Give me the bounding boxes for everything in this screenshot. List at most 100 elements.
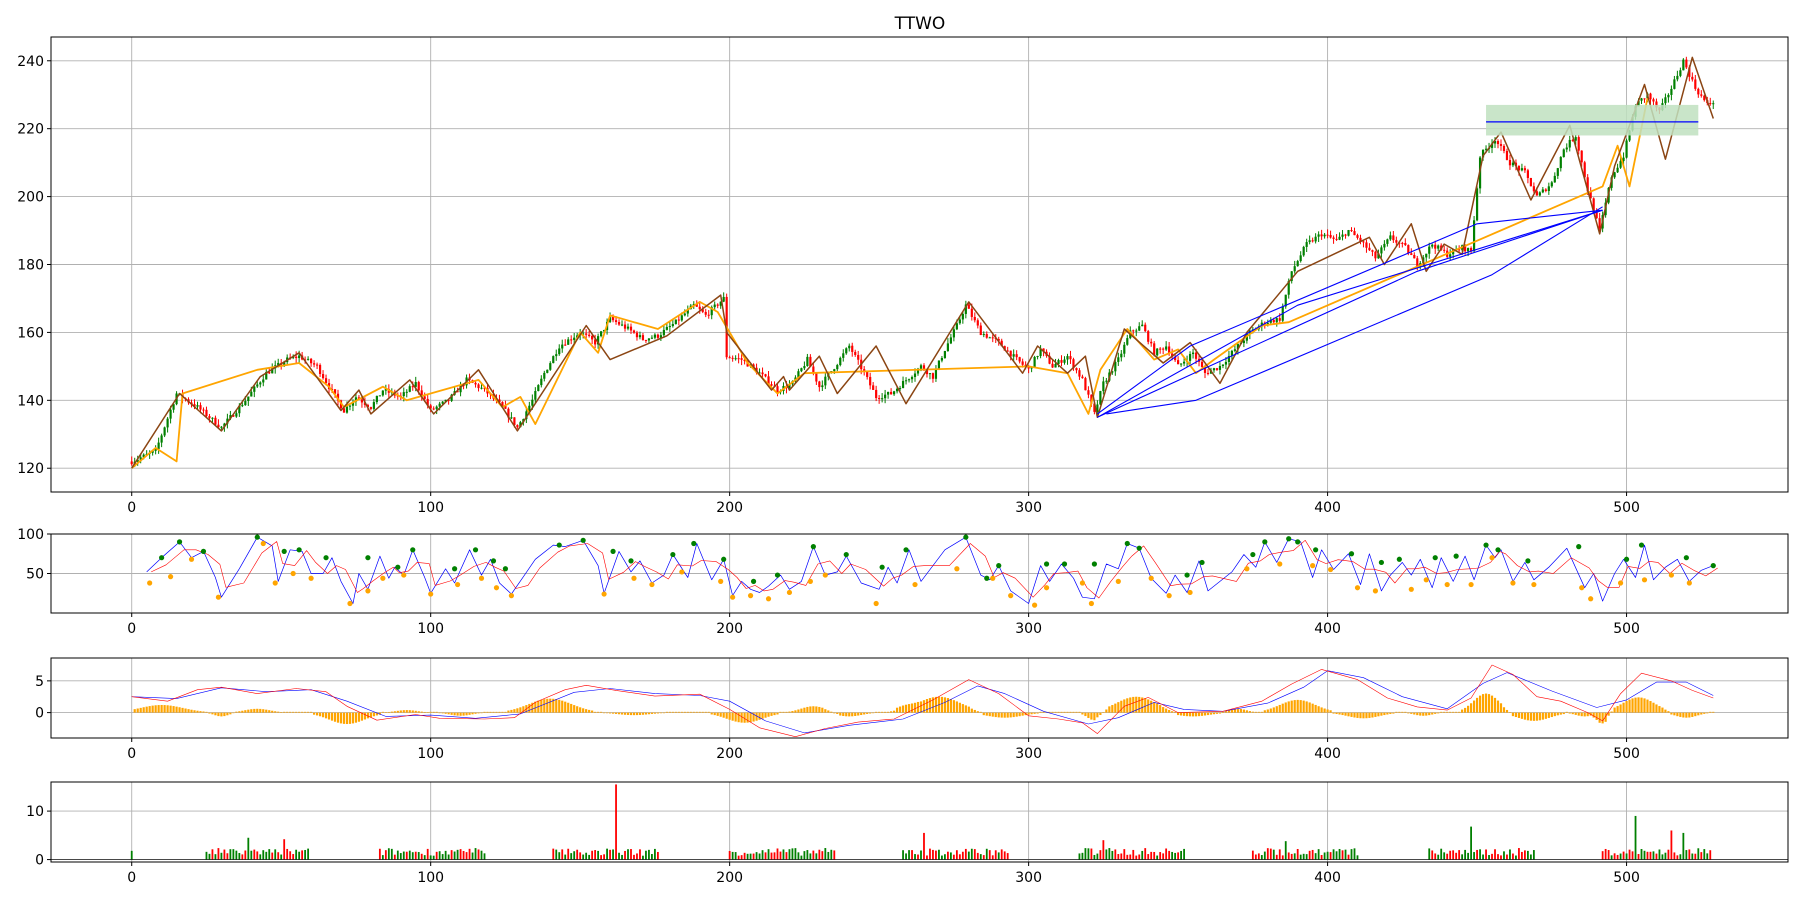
volume-bar: [1497, 854, 1499, 860]
candle-body: [1069, 356, 1072, 360]
candle-body: [1269, 319, 1272, 323]
candle: [1036, 355, 1039, 360]
histogram-bar: [1538, 712, 1541, 721]
histogram-bar: [1212, 712, 1216, 715]
volume-bar: [749, 853, 752, 860]
histogram-bar: [1233, 709, 1237, 713]
volume-bar: [259, 854, 262, 860]
candle-body: [196, 405, 199, 407]
candle-body: [1709, 103, 1712, 105]
histogram-bar: [803, 707, 806, 713]
candle: [1126, 334, 1129, 346]
candle-body: [997, 338, 1000, 341]
candle: [1625, 138, 1628, 159]
volume-bar: [1299, 854, 1302, 860]
candle: [1526, 168, 1529, 184]
trough-marker: [649, 581, 655, 588]
candle-body: [543, 372, 546, 379]
candle-body: [253, 386, 256, 392]
volume-bar: [1006, 853, 1009, 860]
trough-marker: [1327, 566, 1334, 573]
histogram-bar: [1434, 712, 1437, 714]
candle: [842, 349, 845, 362]
histogram-bar: [695, 711, 698, 713]
trough-marker: [954, 566, 960, 572]
candle-body: [507, 408, 510, 418]
candle-body: [1395, 240, 1398, 243]
candle-body: [1218, 366, 1222, 370]
candle-body: [441, 401, 444, 404]
volume-bar: [767, 849, 770, 860]
histogram-bar: [997, 712, 1000, 718]
histogram-bar: [1341, 712, 1344, 716]
candle: [629, 323, 633, 334]
candle: [674, 319, 677, 325]
x-tick-label: 400: [1314, 746, 1341, 762]
trend-channel-line: [1097, 209, 1603, 418]
candle: [1305, 238, 1308, 253]
histogram-bar: [1565, 711, 1568, 713]
histogram-bar: [172, 706, 175, 713]
histogram-bar: [979, 711, 982, 713]
volume-bar: [399, 853, 402, 860]
candle-body: [716, 304, 719, 306]
volume-bar: [636, 853, 638, 860]
candle: [898, 385, 902, 392]
volume-bar: [648, 849, 650, 860]
volume-bar: [1464, 849, 1467, 860]
histogram-bar: [214, 712, 217, 716]
volume-bar: [1162, 853, 1165, 860]
volume-bar: [226, 853, 229, 860]
candle-body: [970, 308, 973, 317]
volume-bar: [1266, 848, 1269, 860]
volume-bar: [1691, 853, 1694, 860]
histogram-bar: [605, 712, 609, 714]
histogram-bar: [498, 711, 501, 713]
peak-marker: [670, 551, 676, 558]
histogram-bar: [342, 712, 346, 724]
trough-marker: [1668, 572, 1675, 578]
candle-body: [1496, 141, 1500, 145]
candle-body: [931, 373, 935, 379]
candle-body: [555, 354, 558, 357]
histogram-bar: [949, 699, 952, 713]
volume-bar: [381, 855, 384, 860]
histogram-bar: [378, 712, 381, 715]
candle-body: [582, 333, 585, 335]
histogram-bar: [1475, 697, 1479, 713]
histogram-bar: [1634, 697, 1637, 713]
candle-body: [1224, 361, 1228, 365]
candle-body: [1168, 346, 1171, 354]
histogram-bar: [599, 711, 603, 713]
candle: [549, 361, 552, 371]
candle-body: [1685, 59, 1688, 68]
peak-marker: [1495, 547, 1501, 553]
histogram-bar: [839, 712, 842, 716]
volume-bar: [1078, 853, 1081, 860]
candle-body: [1619, 161, 1622, 168]
candle-body: [1165, 346, 1168, 350]
candle: [450, 393, 453, 403]
histogram-bar: [1236, 708, 1240, 713]
peak-marker: [580, 537, 586, 543]
volume-bar: [1518, 848, 1520, 860]
histogram-bar: [1314, 704, 1317, 713]
candle: [369, 406, 372, 411]
candle-body: [163, 427, 166, 436]
histogram-bar: [1102, 712, 1105, 713]
candle: [1311, 237, 1314, 243]
volume-bar: [462, 850, 465, 860]
candle-body: [1054, 363, 1057, 368]
candle-body: [623, 324, 627, 329]
volume-bar: [639, 849, 641, 860]
candle-body: [1081, 376, 1084, 379]
trough-marker: [260, 540, 266, 547]
candle-body: [1171, 353, 1174, 357]
volume-bar: [958, 854, 961, 860]
histogram-bar: [854, 712, 857, 717]
volume-bar: [1512, 853, 1514, 860]
candle-body: [611, 316, 615, 321]
histogram-bar: [791, 711, 794, 713]
volume-bar: [573, 851, 576, 860]
histogram-bar: [1326, 709, 1329, 713]
